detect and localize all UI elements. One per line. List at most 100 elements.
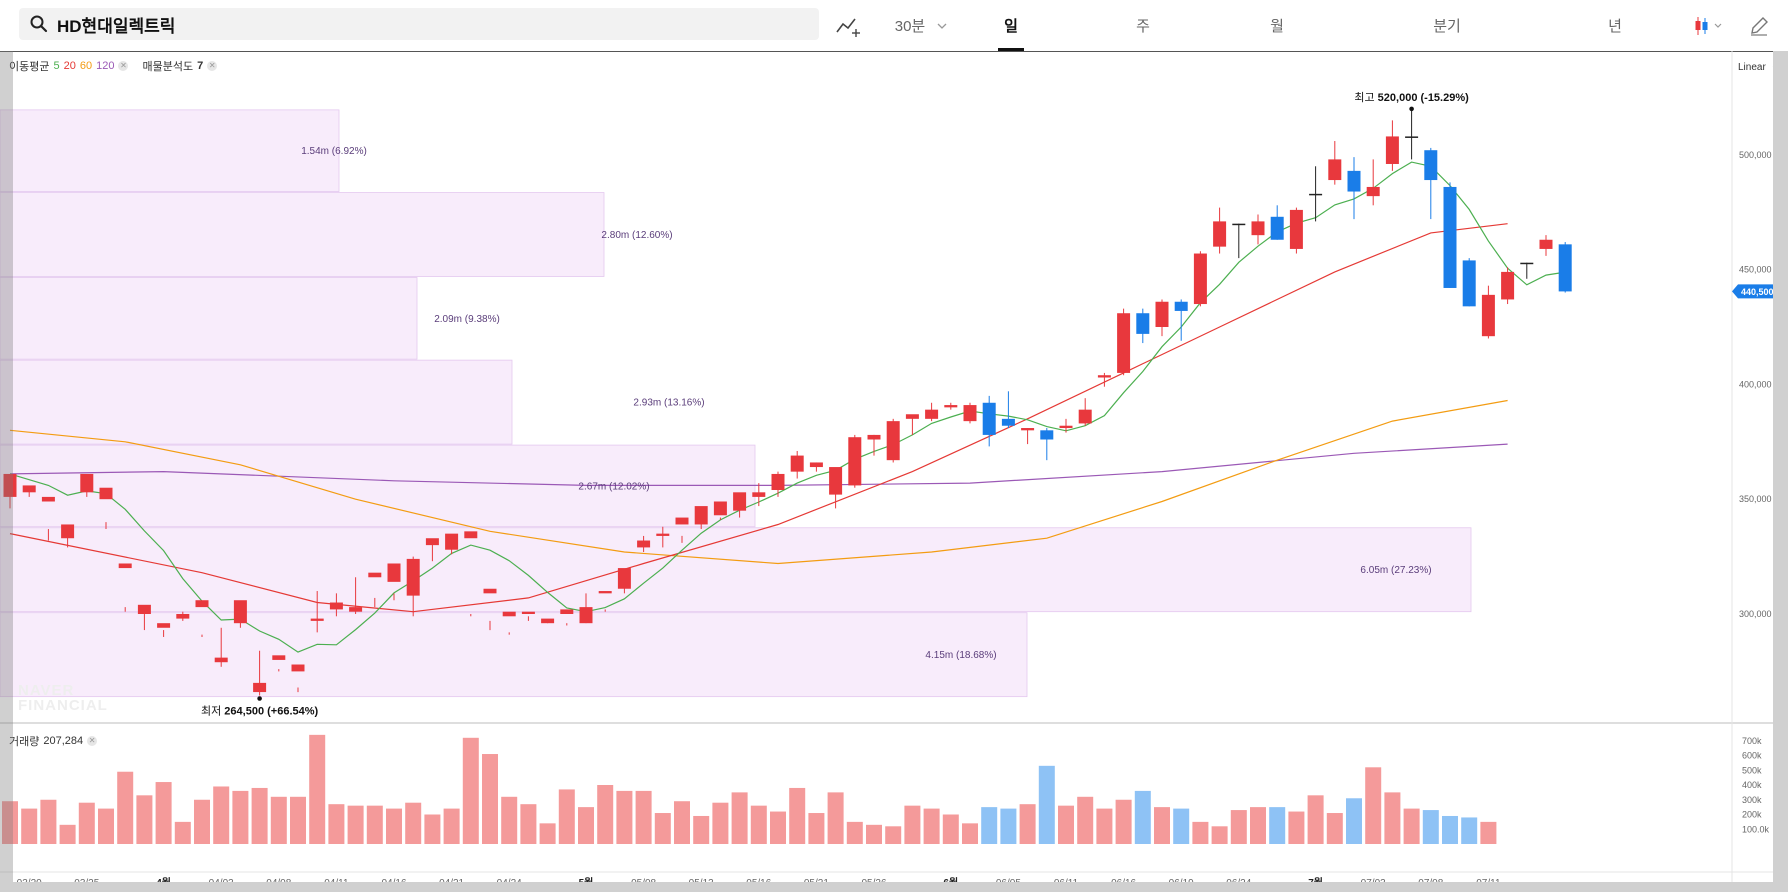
volume-bar (98, 808, 114, 844)
volume-bar (1173, 808, 1190, 844)
volume-bar (1038, 765, 1055, 844)
volume-bar (654, 813, 671, 844)
y-tick-label: 450,000 (1739, 265, 1772, 275)
tab-quarter[interactable]: 분기 (1433, 18, 1461, 35)
candle-body (118, 563, 132, 569)
candle-body (1155, 301, 1169, 327)
watermark-line-2: FINANCIAL (18, 697, 108, 714)
candle-body (253, 682, 267, 693)
volume-profile-label: 2.09m (9.38%) (434, 314, 500, 325)
tab-week[interactable]: 주 (1136, 18, 1150, 35)
candle-body (1174, 301, 1188, 311)
volume-bar (1480, 821, 1497, 844)
scale-label: Linear (1738, 62, 1766, 73)
candle-body (425, 538, 439, 546)
volume-bar (539, 823, 556, 844)
volume-bar (59, 824, 76, 844)
candle-body (329, 602, 343, 610)
candle-body (1347, 170, 1361, 192)
ma-legend-label: 이동평균 (9, 61, 50, 73)
volume-profile-label: 2.67m (12.02%) (578, 481, 649, 492)
volume-bar (213, 786, 230, 844)
candle-body (809, 462, 823, 468)
volume-profile-label: 6.05m (27.23%) (1360, 565, 1431, 576)
volume-bar (1288, 811, 1305, 844)
volume-bar (616, 790, 633, 844)
candle-body (137, 604, 151, 614)
volume-legend-close-icon[interactable]: ✕ (87, 736, 98, 746)
high-label: 최고 520,000 (-15.29%) (1354, 91, 1469, 104)
candle-body (579, 607, 593, 624)
volume-bar (1096, 808, 1113, 844)
candle-body (349, 607, 363, 612)
candle-body (521, 611, 535, 614)
y-tick-label: 350,000 (1739, 494, 1772, 504)
volume-bar (846, 821, 863, 844)
volume-tick-label: 500k (1742, 765, 1762, 775)
vp-legend-value: 7 (197, 60, 204, 72)
vp-legend-label: 매물분석도 (142, 61, 194, 73)
volume-bar (808, 813, 825, 844)
candle-body (1539, 239, 1553, 249)
candle-body (445, 533, 459, 550)
last-price-tag (1732, 284, 1773, 299)
volume-bar (635, 790, 652, 844)
tab-year[interactable]: 년 (1608, 18, 1622, 35)
volume-bar (1115, 799, 1132, 844)
volume-profile-bar (0, 277, 418, 360)
candle-body (1059, 425, 1073, 429)
search-box[interactable]: HD현대일렉트릭 (19, 8, 819, 40)
candle-body (560, 609, 574, 614)
candle-body (617, 568, 631, 589)
candle-body (368, 572, 382, 578)
ma60-label: 60 (79, 60, 93, 72)
candle-body (464, 531, 478, 539)
candle-body (1251, 221, 1265, 236)
candle-body (157, 623, 171, 628)
candle-body (694, 506, 708, 525)
candle-body (598, 591, 612, 594)
candle-body (637, 540, 651, 548)
volume-bar (1307, 795, 1324, 844)
tab-month[interactable]: 월 (1270, 18, 1284, 35)
candle-body (790, 455, 804, 472)
bottom-edge-panel (0, 882, 1788, 892)
candle-body (944, 405, 958, 408)
candle-body (1558, 244, 1572, 292)
candle-body (387, 563, 401, 582)
volume-profile-bar (0, 527, 1472, 613)
volume-bar (1269, 807, 1286, 844)
vp-legend-close-icon[interactable]: ✕ (207, 61, 218, 71)
draw-pencil-icon[interactable] (1748, 15, 1770, 37)
candle-body (1366, 186, 1380, 197)
search-icon (30, 15, 48, 33)
candle-body (541, 618, 555, 624)
volume-profile-label: 1.54m (6.92%) (301, 146, 367, 157)
ma5-label: 5 (53, 60, 60, 72)
candle-body (80, 473, 94, 493)
volume-legend-label: 거래량 (9, 736, 40, 748)
volume-bar (1365, 767, 1382, 844)
interval-dropdown[interactable]: 30분 (884, 0, 960, 51)
volume-tick-label: 100.0k (1742, 824, 1770, 834)
low-marker (257, 696, 262, 701)
volume-profile-label: 4.15m (18.68%) (925, 650, 996, 661)
right-edge-panel (1773, 51, 1788, 892)
watermark-line-1: NAVER (18, 682, 75, 699)
volume-bar (328, 804, 345, 844)
candle-body (1385, 136, 1399, 164)
tab-day[interactable]: 일 (984, 0, 1038, 51)
candle-body (1232, 223, 1246, 226)
candle-body (483, 588, 497, 594)
indicator-add-icon[interactable] (834, 14, 862, 38)
chart-type-candle-icon[interactable] (1694, 15, 1728, 37)
volume-bar (1422, 810, 1439, 844)
volume-bar (386, 808, 402, 844)
candle-body (713, 501, 727, 516)
volume-bar (827, 792, 844, 844)
candle-body (1097, 375, 1111, 378)
volume-bar (981, 807, 998, 844)
ma-legend-close-icon[interactable]: ✕ (118, 61, 129, 71)
